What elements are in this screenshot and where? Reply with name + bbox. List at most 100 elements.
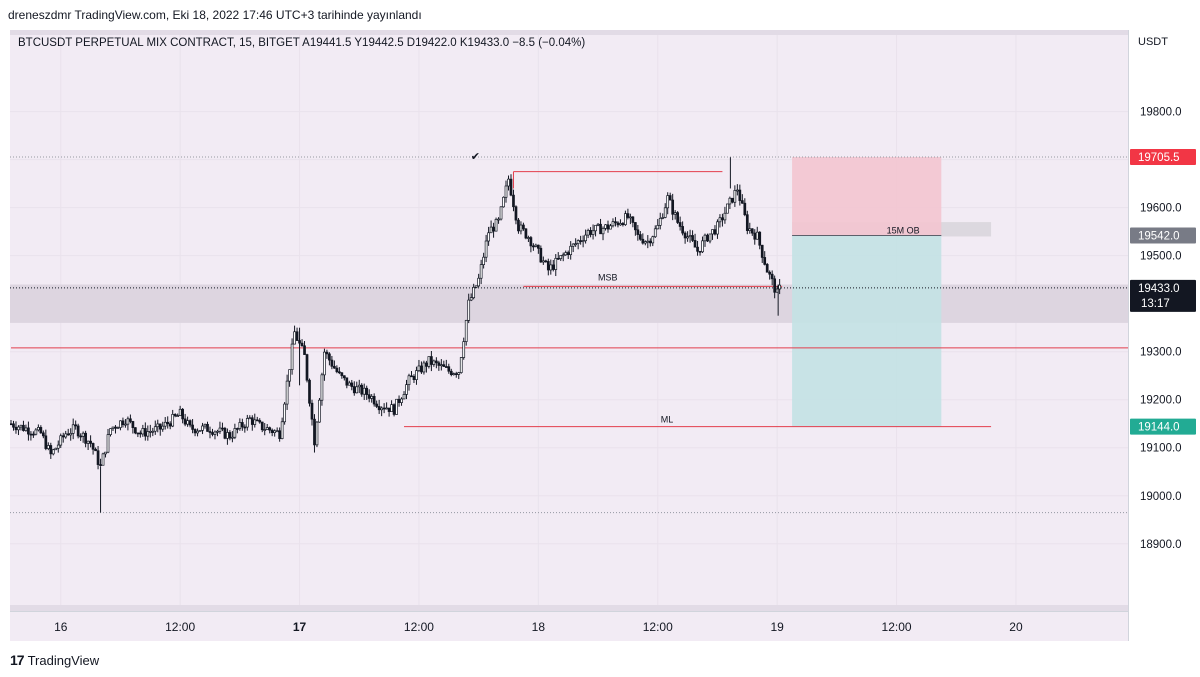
candle-up	[380, 407, 383, 411]
chart-plot-area[interactable]: 15M OB MSB ML ✔ BTCUSDT PERPETUAL MIX CONTR…	[10, 30, 1128, 611]
time-axis[interactable]: 16 12:00 17 12:00 18 12:00 19 12:00 20	[10, 611, 1128, 641]
candle-up	[293, 331, 296, 345]
currency-label: USDT	[1138, 36, 1168, 48]
candle-up	[156, 423, 160, 428]
candle-up	[494, 219, 498, 232]
candle-down	[268, 427, 272, 431]
candle-up	[320, 374, 324, 401]
candle-down	[382, 407, 386, 410]
candle-up	[663, 207, 667, 218]
candle-up	[711, 229, 714, 235]
candle-down	[397, 398, 401, 403]
candle-down	[29, 433, 33, 436]
candle-up	[161, 425, 165, 430]
candle-up	[273, 430, 277, 434]
candle-down	[84, 432, 87, 444]
candle-down	[435, 360, 438, 364]
candle-down	[758, 231, 762, 246]
candle-down	[691, 235, 694, 241]
price-badge	[1130, 418, 1196, 435]
candle-down	[250, 417, 254, 425]
candle-down	[648, 240, 652, 244]
candle-up	[527, 237, 530, 239]
candle-down	[447, 366, 451, 372]
candle-up	[474, 285, 478, 288]
candle-up	[198, 429, 202, 432]
candle-down	[721, 217, 724, 221]
candle-down	[335, 367, 339, 373]
candle-up	[71, 424, 75, 434]
candle-down	[181, 408, 184, 420]
candle-down	[228, 432, 232, 439]
price-badge-label: 19144.0	[1138, 422, 1180, 434]
candle-up	[265, 427, 269, 430]
candle-up	[347, 382, 351, 386]
chart-svg[interactable]: 15M OB MSB ML ✔	[10, 30, 1128, 611]
candle-down	[449, 370, 453, 375]
candle-down	[10, 423, 13, 426]
candle-down	[387, 407, 391, 412]
candle-up	[238, 422, 242, 429]
candle-up	[574, 243, 578, 245]
candle-up	[748, 228, 752, 231]
candle-down	[350, 382, 354, 387]
candle-down	[696, 246, 699, 252]
tradingview-logo-icon: 17	[10, 652, 25, 668]
candle-up	[487, 232, 490, 242]
candle-down	[66, 433, 70, 436]
candle-up	[459, 357, 463, 373]
time-tick-label: 12:00	[404, 620, 434, 634]
candle-up	[218, 427, 222, 432]
candle-up	[111, 426, 115, 429]
candle-down	[303, 345, 306, 355]
candle-down	[74, 424, 78, 427]
candle-down	[546, 261, 550, 271]
candle-down	[211, 432, 214, 435]
candle-down	[738, 189, 742, 201]
candle-up	[245, 418, 249, 428]
candle-down	[641, 238, 645, 244]
price-tick-label: 19200.0	[1140, 395, 1182, 407]
candle-up	[723, 212, 727, 221]
candle-down	[621, 223, 625, 226]
candle-up	[439, 364, 443, 367]
candle-down	[345, 377, 349, 386]
candle-down	[750, 228, 754, 234]
candle-down	[420, 365, 423, 373]
candle-down	[412, 376, 416, 380]
price-axis-svg[interactable]: USDT19800.019700.019600.019500.019400.01…	[1128, 30, 1200, 641]
candle-down	[544, 260, 548, 263]
price-axis[interactable]: USDT19800.019700.019600.019500.019400.01…	[1128, 30, 1200, 641]
candle-up	[59, 435, 63, 446]
candle-up	[233, 428, 237, 438]
candle-up	[148, 431, 152, 433]
candle-down	[325, 351, 329, 355]
candle-up	[571, 243, 575, 247]
time-axis-svg[interactable]: 16 12:00 17 12:00 18 12:00 19 12:00 20	[10, 611, 1128, 641]
price-badge	[1130, 227, 1196, 244]
candle-up	[432, 360, 436, 365]
candle-down	[529, 237, 533, 247]
candle-up	[213, 431, 217, 435]
candle-down	[166, 421, 170, 425]
candle-up	[499, 206, 503, 220]
candle-down	[599, 223, 602, 235]
candle-down	[278, 430, 281, 439]
candle-down	[713, 229, 717, 235]
time-tick-label: 17	[293, 620, 307, 634]
candle-down	[270, 429, 274, 434]
candle-up	[402, 394, 406, 400]
candle-up	[755, 231, 759, 240]
footer-brand[interactable]: 17 TradingView	[10, 652, 99, 668]
candle-down	[365, 387, 369, 395]
candle-up	[171, 414, 175, 427]
price-badge	[1130, 149, 1196, 166]
price-badge-label: 19433.0	[1138, 283, 1180, 295]
ml-label: ML	[661, 415, 674, 425]
candle-down	[636, 229, 640, 235]
candle-down	[753, 232, 757, 240]
candle-up	[701, 240, 704, 253]
candle-up	[656, 225, 660, 230]
candle-down	[295, 331, 299, 341]
candle-up	[703, 234, 707, 242]
